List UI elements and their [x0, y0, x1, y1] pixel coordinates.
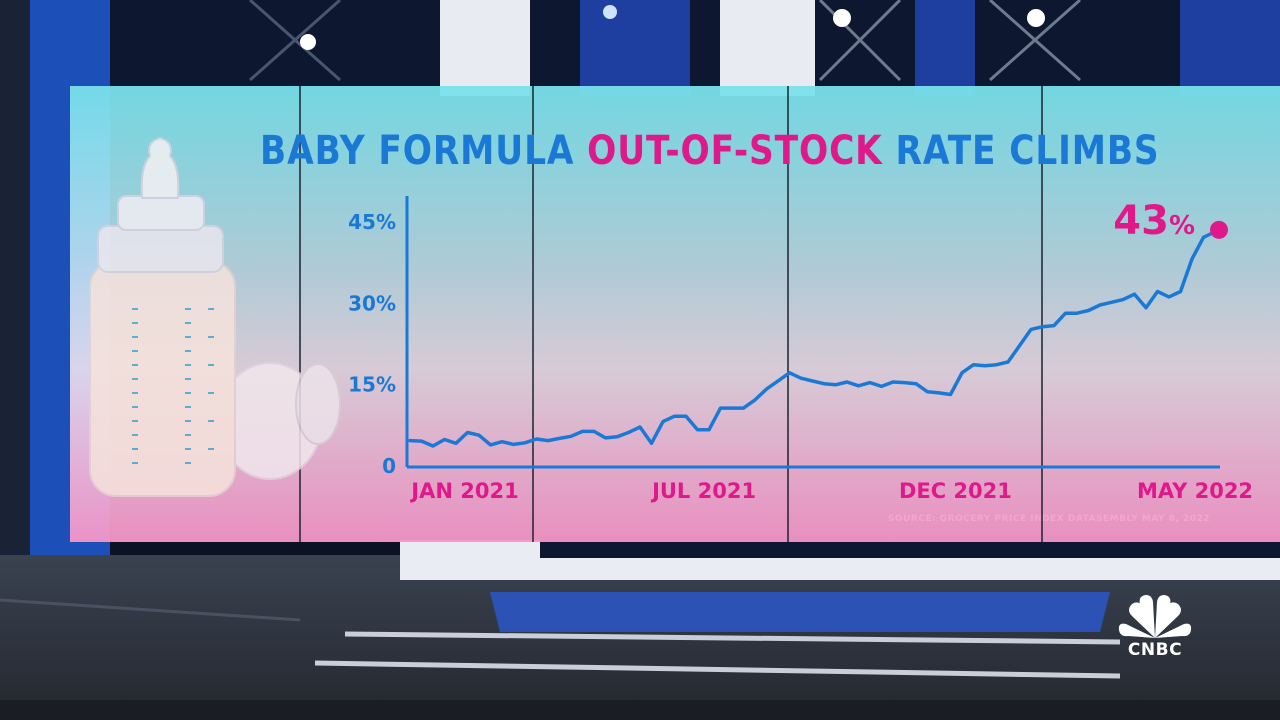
y-tick-label: 0	[382, 454, 396, 478]
video-wall: 0 15% 30% 45% JAN 2021 JUL 2021 DEC 2021 MAY 2…	[70, 86, 1280, 542]
series-line	[408, 230, 1217, 448]
title-part-2: OUT-OF-STOCK	[587, 128, 883, 174]
end-value-label: 43%	[1113, 198, 1195, 244]
end-value-unit: %	[1169, 211, 1195, 241]
x-tick-label: MAY 2022	[1137, 479, 1253, 503]
x-tick-label: DEC 2021	[899, 479, 1012, 503]
title-part-3: RATE CLIMBS	[882, 128, 1160, 174]
y-tick-label: 15%	[348, 373, 396, 397]
cnbc-peacock-logo-icon	[1118, 595, 1192, 638]
x-tick-label: JUL 2021	[650, 479, 756, 503]
end-value-number: 43	[1113, 198, 1169, 244]
chart-title: BABY FORMULA OUT-OF-STOCK RATE CLIMBS	[260, 128, 1159, 174]
y-tick-label: 30%	[348, 291, 396, 315]
network-logo-text: CNBC	[1127, 640, 1183, 660]
source-note: SOURCE: GROCERY PRICE INDEX DATASEMBLY M…	[887, 514, 1210, 524]
end-point-marker	[1210, 220, 1228, 239]
line-chart: 0 15% 30% 45% JAN 2021 JUL 2021 DEC 2021 MAY 2…	[89, 86, 1253, 542]
x-tick-label: JAN 2021	[409, 479, 518, 503]
title-part-1: BABY FORMULA	[260, 128, 588, 174]
y-tick-label: 45%	[348, 210, 396, 234]
baby-bottle-icon	[89, 136, 341, 497]
